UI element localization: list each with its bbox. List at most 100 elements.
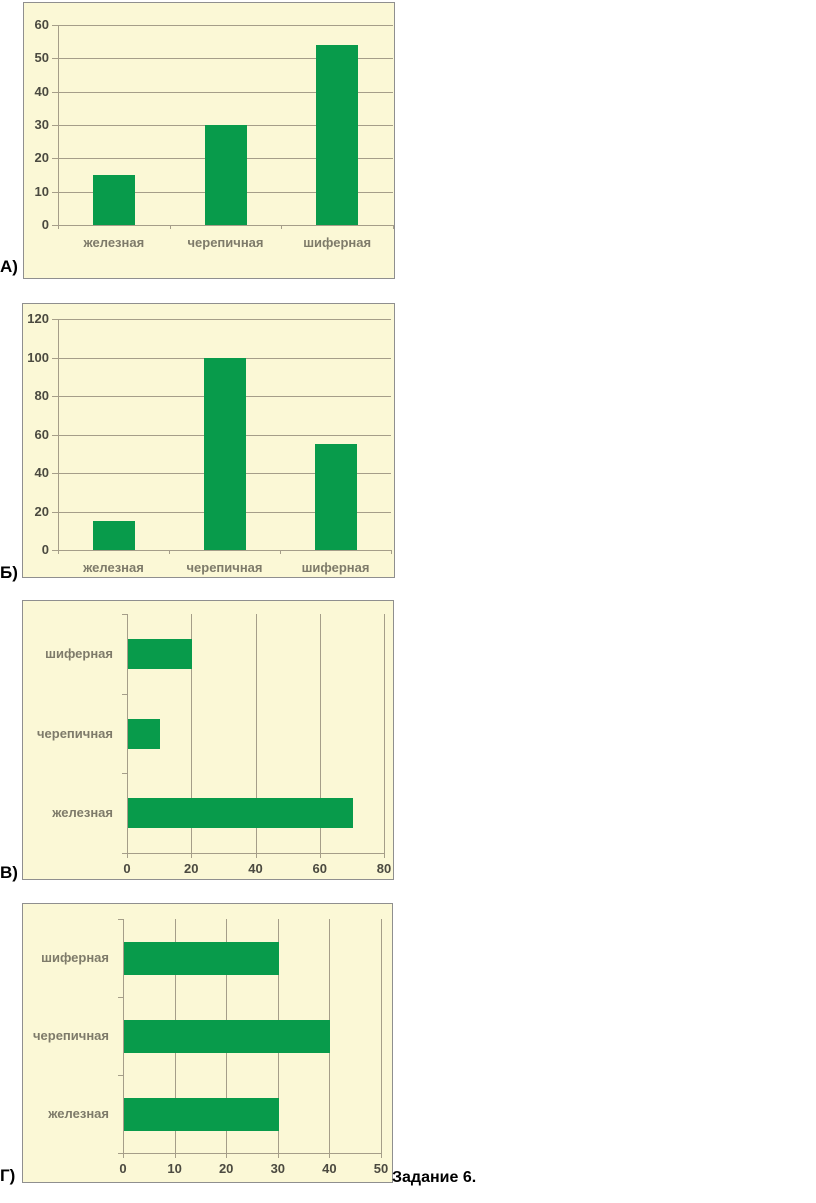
column-chart-b: 0 20 40 60 80 100 120 железная черепичная шиферна… [23,304,394,577]
y-tick-label: 40 [34,83,49,99]
axis-tick [52,191,58,193]
category-label: черепичная [32,1028,109,1043]
category-label: черепичная [186,560,263,575]
axis-tick [118,997,123,998]
category-label: железная [83,560,144,575]
y-tick-label: 0 [41,217,49,232]
axis-tick [52,511,58,513]
x-tick-label: 20 [184,861,199,876]
x-tick-label: 60 [312,861,327,876]
y-tick-label: 120 [27,311,49,326]
bar-1 [92,521,135,550]
y-tick-label: 20 [34,150,49,166]
x-tick-label: 40 [322,1161,337,1176]
axis-tick [52,357,58,359]
x-tick-label: 10 [167,1161,182,1176]
axis-tick [52,25,58,26]
x-axis [127,853,384,854]
bar-1 [92,175,135,225]
chart-panel-g: 0 10 20 30 40 50 шиферная черепичная железная [22,903,393,1183]
y-tick-label: 50 [34,50,49,66]
bar-3 [314,444,357,550]
axis-tick [118,1075,123,1076]
y-tick-label: 60 [34,17,49,32]
bar-1 [124,941,279,975]
axis-tick [122,693,127,695]
axis-tick [319,853,321,858]
gridline [319,614,321,853]
x-tick-label: 30 [270,1161,286,1176]
gridline [384,614,385,853]
axis-tick [52,550,58,551]
y-axis [123,919,124,1153]
bar-2 [203,357,246,550]
bar-2 [124,1019,331,1053]
y-tick-label: 20 [34,503,49,519]
axis-tick [52,91,58,93]
gridline [58,58,393,60]
axis-tick [122,853,127,854]
axis-tick [255,853,257,858]
axis-tick [58,225,59,229]
axis-tick [52,319,58,320]
x-tick-label: 0 [123,861,131,876]
category-label: черепичная [187,235,264,250]
bar-1 [128,638,193,669]
axis-tick [391,550,392,554]
axis-tick [127,853,128,858]
gridline [58,319,391,320]
axis-tick [52,58,58,60]
x-axis [123,1153,381,1154]
axis-tick [122,773,127,775]
axis-tick [52,473,58,474]
axis-tick [277,1153,279,1158]
bar-2 [128,718,161,749]
bar-chart-v: 0 20 40 60 80 шиферная черепичная железная [23,601,393,879]
y-axis [127,614,128,853]
y-tick-label: 30 [34,117,49,132]
x-tick-label: 0 [119,1161,127,1176]
axis-tick [52,158,58,160]
axis-tick [52,396,58,397]
gridline [58,91,393,93]
category-label: шиферная [303,235,372,250]
chart-label-a: А) [0,257,18,276]
axis-tick [123,1153,124,1158]
chart-panel-v: 0 20 40 60 80 шиферная черепичная железная [22,600,394,880]
axis-tick [122,614,127,615]
chart-panel-b: 0 20 40 60 80 100 120 железная черепичная шиферна… [22,303,395,578]
axis-tick [52,434,58,436]
x-tick-label: 50 [373,1161,389,1176]
axis-tick [52,125,58,126]
axis-tick [191,853,193,858]
bar-3 [128,798,353,829]
axis-tick [169,550,170,554]
axis-tick [52,225,58,226]
chart-label-v: В) [0,863,18,882]
axis-tick [118,919,123,920]
category-label: шиферная [301,560,370,575]
y-tick-label: 60 [34,426,49,442]
x-axis [58,550,391,551]
bar-3 [316,45,359,225]
category-label: черепичная [36,725,113,741]
x-tick-label: 20 [218,1161,234,1176]
axis-tick [169,225,171,229]
y-tick-label: 0 [41,542,49,557]
x-axis [58,225,393,226]
y-tick-label: 100 [27,349,49,365]
axis-tick [393,225,394,229]
axis-tick [118,1153,123,1154]
gridline [255,614,257,853]
axis-tick [329,1153,331,1158]
category-label: железная [48,1106,109,1121]
axis-tick [280,550,281,554]
axis-tick [384,853,385,858]
bar-chart-g: 0 10 20 30 40 50 шиферная черепичная железная [23,904,392,1182]
category-label: шиферная [45,645,113,661]
category-label: железная [52,805,113,821]
axis-tick [174,1153,176,1158]
y-tick-label: 10 [34,183,49,199]
y-axis [58,25,59,225]
